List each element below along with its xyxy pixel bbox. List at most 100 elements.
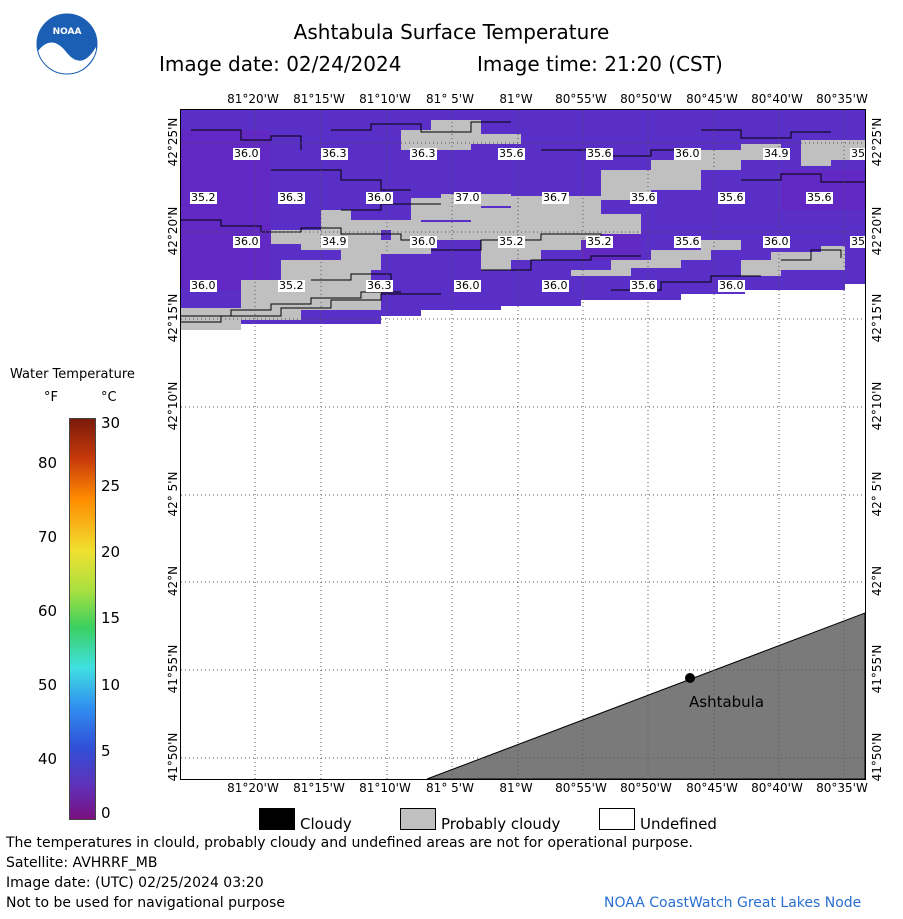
legend-undefined-swatch [599, 808, 635, 830]
footer-utc-date: Image date: (UTC) 02/25/2024 03:20 [6, 875, 264, 891]
legend-undefined-label: Undefined [640, 815, 717, 833]
land-region [426, 612, 865, 779]
colorbar-tick-f: 80 [38, 454, 58, 472]
lat-label: 42°N [166, 565, 180, 597]
noaa-logo-text: NOAA [52, 27, 82, 37]
lon-label: 80°35'W [816, 92, 868, 106]
temperature-label: 36.0 [718, 279, 745, 292]
lon-label: 80°45'W [686, 781, 738, 795]
lon-label: 81°15'W [293, 781, 345, 795]
legend-cloudy-label: Cloudy [300, 815, 352, 833]
temperature-label: 36.3 [410, 147, 437, 160]
image-date: Image date: 02/24/2024 [159, 52, 402, 76]
temperature-label: 35.6 [630, 279, 657, 292]
temperature-label: 35 [850, 235, 865, 248]
colorbar-tick-c: 25 [101, 477, 121, 495]
image-time: Image time: 21:20 (CST) [477, 52, 723, 76]
lat-label: 42°N [870, 565, 884, 597]
lon-label: 81°W [499, 781, 533, 795]
temperature-label: 37.0 [454, 191, 481, 204]
temperature-label: 36.0 [366, 191, 393, 204]
lat-label: 42°20'N [870, 206, 884, 256]
colorbar-tick-c: 5 [101, 742, 111, 760]
temperature-label: 35.2 [278, 279, 305, 292]
temperature-label: 34.9 [763, 147, 790, 160]
temperature-label: 36.0 [190, 279, 217, 292]
legend-probably-cloudy-swatch [400, 808, 436, 830]
lat-label: 42° 5'N [166, 471, 180, 517]
legend-cloudy-swatch [259, 808, 295, 830]
temperature-label: 35.6 [630, 191, 657, 204]
lat-label: 42°25'N [870, 117, 884, 167]
lon-label: 80°50'W [620, 781, 672, 795]
temperature-label: 35.2 [190, 191, 217, 204]
temperature-label: 35 [850, 147, 865, 160]
colorbar-tick-f: 40 [38, 750, 58, 768]
temperature-label: 36.0 [763, 235, 790, 248]
map-panel: Ashtabula 36.0 36.3 36.3 35.6 35.6 36.0 34.9 35… [180, 109, 866, 780]
lon-label: 81° 5'W [426, 781, 474, 795]
noaa-logo: NOAA [36, 13, 98, 75]
map-canvas [181, 110, 865, 779]
lon-label: 80°40'W [751, 92, 803, 106]
ashtabula-marker [685, 673, 695, 683]
lon-label: 81°10'W [359, 92, 411, 106]
footer-nav-warning: Not to be used for navigational purpose [6, 895, 285, 911]
colorbar [69, 418, 96, 820]
temperature-label: 36.0 [410, 235, 437, 248]
temperature-label: 36.3 [366, 279, 393, 292]
lon-label: 80°55'W [555, 781, 607, 795]
temperature-label: 36.3 [321, 147, 348, 160]
page-title: Ashtabula Surface Temperature [293, 20, 610, 44]
lon-label: 81° 5'W [426, 92, 474, 106]
colorbar-tick-c: 20 [101, 543, 121, 561]
temperature-label: 35.6 [806, 191, 833, 204]
lat-label: 42° 5'N [870, 471, 884, 517]
lat-label: 42°10'N [166, 381, 180, 431]
colorbar-title: Water Temperature [10, 367, 135, 382]
lat-label: 42°15'N [166, 293, 180, 343]
temperature-label: 36.7 [542, 191, 569, 204]
lat-label: 42°25'N [166, 117, 180, 167]
lon-label: 81°15'W [293, 92, 345, 106]
temperature-label: 36.0 [542, 279, 569, 292]
temperature-label: 36.0 [233, 147, 260, 160]
lon-label: 81°20'W [227, 781, 279, 795]
lon-label: 80°50'W [620, 92, 672, 106]
lon-label: 81°10'W [359, 781, 411, 795]
temperature-label: 35.6 [718, 191, 745, 204]
colorbar-tick-f: 60 [38, 602, 58, 620]
colorbar-tick-c: 30 [101, 414, 121, 432]
temperature-label: 35.6 [674, 235, 701, 248]
colorbar-tick-f: 50 [38, 676, 58, 694]
temperature-label: 36.0 [674, 147, 701, 160]
lat-label: 42°10'N [870, 381, 884, 431]
colorbar-unit-f: °F [44, 390, 58, 405]
lon-label: 80°45'W [686, 92, 738, 106]
colorbar-tick-c: 15 [101, 609, 121, 627]
temperature-label: 36.0 [454, 279, 481, 292]
lat-label: 42°15'N [870, 293, 884, 343]
lon-label: 80°35'W [816, 781, 868, 795]
lat-label: 41°55'N [870, 644, 884, 694]
temperature-label: 35.6 [586, 147, 613, 160]
lon-label: 81°20'W [227, 92, 279, 106]
temperature-label: 36.0 [233, 235, 260, 248]
lat-label: 41°50'N [870, 732, 884, 782]
colorbar-tick-f: 70 [38, 528, 58, 546]
footer-disclaimer: The temperatures in clould, probably clo… [6, 835, 693, 851]
colorbar-unit-c: °C [101, 390, 117, 405]
colorbar-tick-c: 0 [101, 804, 111, 822]
contour-lines [181, 121, 865, 323]
temperature-label: 36.3 [278, 191, 305, 204]
temperature-label: 34.9 [321, 235, 348, 248]
lat-label: 42°20'N [166, 206, 180, 256]
temperature-label: 35.6 [498, 147, 525, 160]
lon-label: 80°40'W [751, 781, 803, 795]
temperature-label: 35.2 [586, 235, 613, 248]
lon-label: 81°W [499, 92, 533, 106]
lat-label: 41°50'N [166, 732, 180, 782]
lat-label: 41°55'N [166, 644, 180, 694]
legend-probably-cloudy-label: Probably cloudy [441, 815, 561, 833]
colorbar-tick-c: 10 [101, 676, 121, 694]
